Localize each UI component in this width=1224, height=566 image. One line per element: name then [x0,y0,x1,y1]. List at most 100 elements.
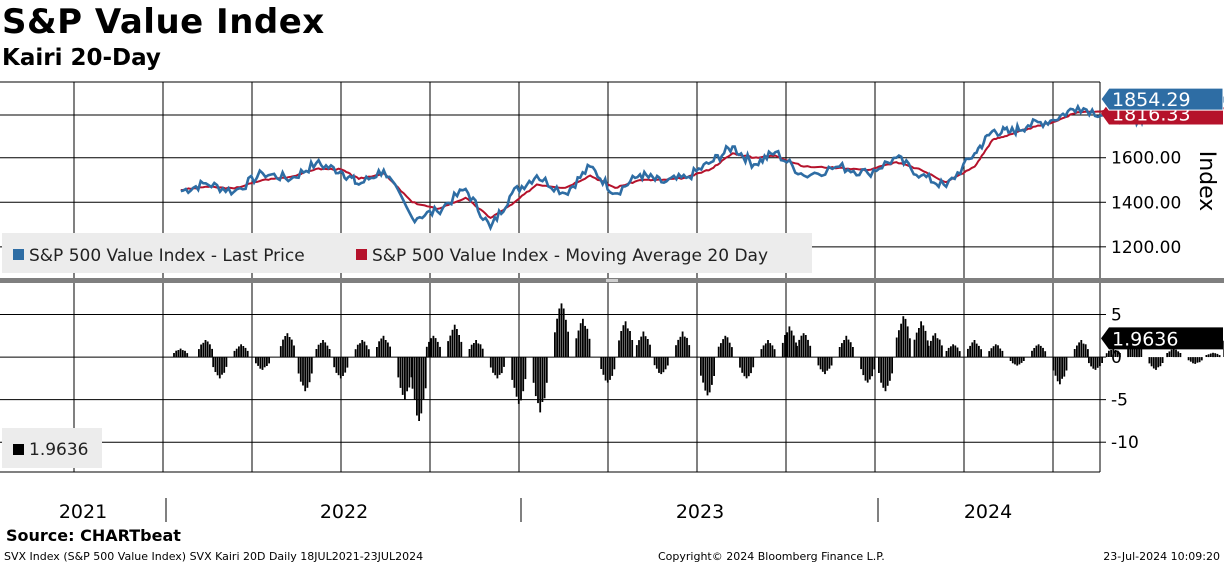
kairi-bar [926,340,929,358]
kairi-bar [458,335,460,358]
kairi-bar [658,357,660,373]
kairi-bar [954,345,957,357]
kairi-bar [936,338,939,357]
kairi-bar [1096,357,1099,368]
kairi-bar [302,357,304,386]
kairi-bar [1088,357,1090,364]
kairi-bar [1129,344,1132,357]
kairi-bar [406,357,408,392]
kairi-bar [324,342,327,358]
kairi-bars [173,303,1224,421]
kairi-bar [517,357,520,404]
kairi-bar [308,357,311,383]
kairi-bar [1216,353,1219,357]
kairi-bar [1018,357,1021,365]
kairi-bar [496,357,499,379]
kairi-bar [750,357,752,374]
kairi-bar [335,357,338,373]
kairi-bar [708,357,711,393]
kairi-bar [626,328,629,357]
panel-resize-handle[interactable] [606,279,618,282]
kairi-bar [1044,351,1047,358]
kairi-bar [346,357,349,368]
kairi-bar [952,344,954,358]
kairi-bar [1187,357,1190,361]
kairi-bar [978,345,980,358]
kairi-bar [1014,357,1016,365]
kairi-bar [941,345,943,358]
kairi-tick-label: 0 [1111,348,1122,368]
kairi-bar [891,357,893,374]
kairi-bar [849,342,852,358]
kairi-bar [233,350,236,358]
kairi-bar [862,357,865,376]
kairi-bar [492,357,494,373]
kairi-bar [1152,357,1155,369]
kairi-bar [1194,357,1197,364]
kairi-bar [524,357,527,380]
kairi-bar [927,345,930,358]
kairi-bar [1157,357,1160,368]
kairi-bar [1200,357,1203,361]
kairi-bar [786,332,789,357]
kairi-bar [1205,355,1208,357]
kairi-bar [852,347,854,358]
kairi-bar [1159,357,1162,367]
kairi-bar [376,347,378,358]
kairi-bar [604,357,607,381]
kairi-bar [800,335,803,357]
kairi-bar [1094,357,1097,370]
kairi-bar [413,357,416,400]
kairi-bar [317,344,320,358]
kairi-bar [401,357,404,395]
kairi-bar [389,346,391,358]
kairi-bar [365,345,368,357]
kairi-bar [333,357,336,368]
kairi-bar [522,357,525,392]
kairi-bar [449,335,452,357]
price-y-ticks: 1200.00 1400.00 1600.00 [1100,149,1181,258]
kairi-bar [498,357,501,375]
kairi-bar [235,348,238,358]
kairi-bar [579,323,582,358]
kairi-bar [629,331,631,358]
kairi-bar [326,345,329,358]
kairi-bar [771,345,774,358]
kairi-bar [762,345,765,358]
kairi-bar [284,336,287,357]
kairi-bar [1192,357,1194,364]
kairi-bar [206,341,209,357]
kairi-bar [792,335,795,358]
kairi-bar [664,357,667,370]
kairi-bar [556,318,558,357]
kairi-bar [475,340,477,357]
kairi-bar [359,343,361,358]
kairi-bar [554,332,556,357]
kairi-bar [310,357,313,374]
kairi-bar [1042,347,1044,358]
kairi-bar [884,357,887,392]
kairi-bar [620,331,623,358]
kairi-bar [541,357,544,402]
kairi-bar [425,346,428,357]
kairi-bar [344,357,347,373]
kairi-bar [257,357,259,366]
kairi-bar [967,348,969,358]
price-tick-label: 1400.00 [1111,193,1181,213]
kairi-bar [447,341,449,357]
kairi-bar [494,357,497,376]
kairi-bar [1092,357,1095,369]
kairi-bar [711,357,713,385]
kairi-bar [666,357,669,366]
kairi-bar [539,357,542,413]
price-legend-swatch [13,249,24,260]
kairi-bar [649,344,651,358]
kairi-bar [642,331,645,357]
kairi-bar [428,341,430,357]
kairi-bar [606,357,609,383]
kairi-bar [1140,347,1143,357]
kairi-bar [424,357,427,389]
kairi-bar [971,342,974,357]
price-tick-label: 1600.00 [1111,149,1181,169]
kairi-bar [1177,351,1180,358]
